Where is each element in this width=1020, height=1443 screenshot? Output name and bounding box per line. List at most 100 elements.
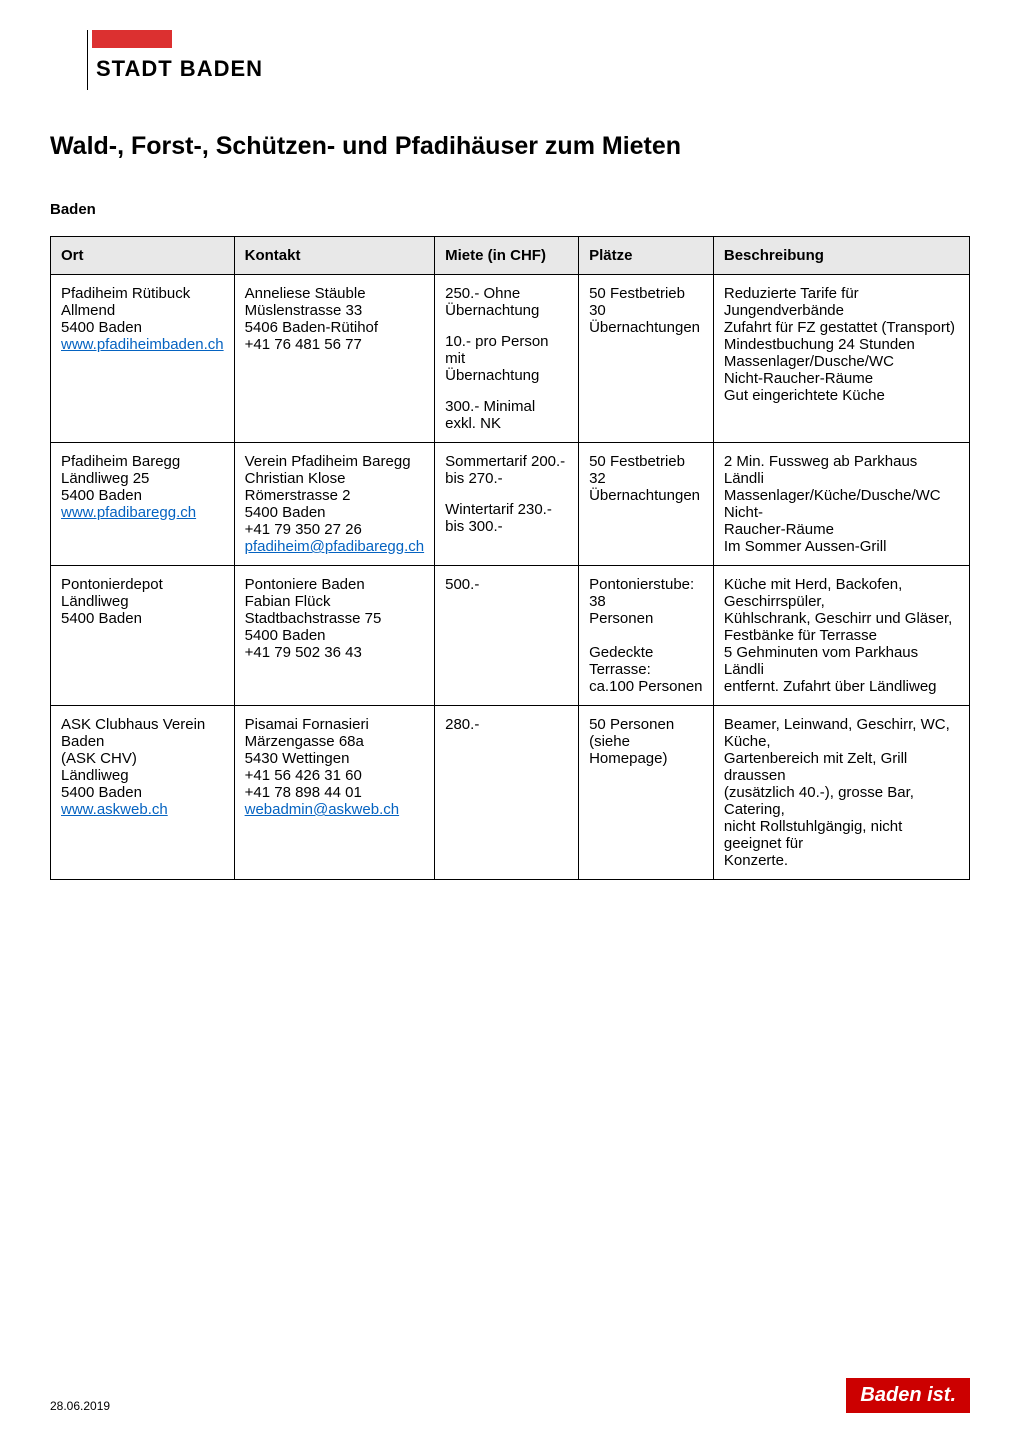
cell-ort: ASK Clubhaus Verein Baden (ASK CHV) Länd… (51, 706, 235, 880)
text: Raucher-Räume (724, 521, 959, 538)
cell-kontakt: Pisamai Fornasieri Märzengasse 68a 5430 … (234, 706, 435, 880)
text: Personen (589, 610, 703, 627)
text: Allmend (61, 302, 224, 319)
text: Nicht-Raucher-Räume (724, 370, 959, 387)
text (589, 627, 703, 644)
footer: 28.06.2019 Baden ist. (50, 1378, 970, 1413)
cell-ort: Pontonierdepot Ländliweg 5400 Baden (51, 566, 235, 706)
cell-kontakt: Anneliese Stäuble Müslenstrasse 33 5406 … (234, 275, 435, 443)
text: +41 79 502 36 43 (245, 644, 425, 661)
text: +41 78 898 44 01 (245, 784, 425, 801)
text: Übernachtung (445, 367, 568, 384)
text: (zusätzlich 40.-), grosse Bar, Catering, (724, 784, 959, 818)
text: Zufahrt für FZ gestattet (Transport) (724, 319, 959, 336)
text: 10.- pro Person mit (445, 333, 568, 367)
text: Massenlager/Dusche/WC (724, 353, 959, 370)
cell-plaetze: 50 Personen (siehe Homepage) (579, 706, 714, 880)
cell-plaetze: Pontonierstube: 38 Personen Gedeckte Ter… (579, 566, 714, 706)
header-logo: STADT BADEN (50, 30, 970, 82)
cell-beschreibung: 2 Min. Fussweg ab Parkhaus Ländli Massen… (713, 443, 969, 566)
text: Pontonierstube: 38 (589, 576, 703, 610)
text: Sommertarif 200.- bis 270.- (445, 453, 568, 487)
website-link[interactable]: www.pfadiheimbaden.ch (61, 336, 224, 353)
text: Gartenbereich mit Zelt, Grill draussen (724, 750, 959, 784)
footer-logo: Baden ist. (846, 1378, 970, 1413)
text: Wintertarif 230.- bis 300.- (445, 501, 568, 535)
text: Pontoniere Baden (245, 576, 425, 593)
header-ort: Ort (51, 237, 235, 275)
header-kontakt: Kontakt (234, 237, 435, 275)
cell-miete: 250.- Ohne Übernachtung 10.- pro Person … (435, 275, 579, 443)
text: Kühlschrank, Geschirr und Gläser, (724, 610, 959, 627)
text: 500.- (445, 576, 568, 593)
rental-table: Ort Kontakt Miete (in CHF) Plätze Beschr… (50, 236, 970, 880)
text: ca.100 Personen (589, 678, 703, 695)
text: ASK Clubhaus Verein Baden (61, 716, 224, 750)
website-link[interactable]: www.askweb.ch (61, 801, 224, 818)
text: Märzengasse 68a (245, 733, 425, 750)
text: Ländliweg 25 (61, 470, 224, 487)
email-link[interactable]: webadmin@askweb.ch (245, 801, 425, 818)
table-row: Pfadiheim Baregg Ländliweg 25 5400 Baden… (51, 443, 970, 566)
logo-divider (87, 30, 88, 90)
email-link[interactable]: pfadiheim@pfadibaregg.ch (245, 538, 425, 555)
cell-miete: 500.- (435, 566, 579, 706)
text: Pfadiheim Rütibuck (61, 285, 224, 302)
text: 5406 Baden-Rütihof (245, 319, 425, 336)
text: entfernt. Zufahrt über Ländliweg (724, 678, 959, 695)
logo-text: STADT BADEN (96, 56, 970, 82)
text: Anneliese Stäuble (245, 285, 425, 302)
text: Fabian Flück (245, 593, 425, 610)
text: 5400 Baden (245, 627, 425, 644)
text: 50 Festbetrieb (589, 285, 703, 302)
table-header-row: Ort Kontakt Miete (in CHF) Plätze Beschr… (51, 237, 970, 275)
text: Müslenstrasse 33 (245, 302, 425, 319)
table-row: Pontonierdepot Ländliweg 5400 Baden Pont… (51, 566, 970, 706)
text: Römerstrasse 2 (245, 487, 425, 504)
text: Gut eingerichtete Küche (724, 387, 959, 404)
text: 5400 Baden (61, 610, 224, 627)
text: Verein Pfadiheim Baregg (245, 453, 425, 470)
text: Beamer, Leinwand, Geschirr, WC, Küche, (724, 716, 959, 750)
text: 300.- Minimal exkl. NK (445, 398, 568, 432)
text: Homepage) (589, 750, 703, 767)
text: 5 Gehminuten vom Parkhaus Ländli (724, 644, 959, 678)
cell-kontakt: Verein Pfadiheim Baregg Christian Klose … (234, 443, 435, 566)
text: Reduzierte Tarife für Jungendverbände (724, 285, 959, 319)
text: Pontonierdepot (61, 576, 224, 593)
text: +41 79 350 27 26 (245, 521, 425, 538)
text: 5400 Baden (61, 487, 224, 504)
cell-beschreibung: Reduzierte Tarife für Jungendverbände Zu… (713, 275, 969, 443)
section-label: Baden (50, 201, 970, 218)
text: 32 Übernachtungen (589, 470, 703, 504)
text: Massenlager/Küche/Dusche/WC Nicht- (724, 487, 959, 521)
text: Festbänke für Terrasse (724, 627, 959, 644)
page-title: Wald-, Forst-, Schützen- und Pfadihäuser… (50, 132, 970, 161)
logo-bar (92, 30, 172, 48)
cell-plaetze: 50 Festbetrieb 30 Übernachtungen (579, 275, 714, 443)
cell-miete: 280.- (435, 706, 579, 880)
text: 2 Min. Fussweg ab Parkhaus Ländli (724, 453, 959, 487)
header-plaetze: Plätze (579, 237, 714, 275)
text: 250.- Ohne Übernachtung (445, 285, 568, 319)
text: 50 Personen (siehe (589, 716, 703, 750)
website-link[interactable]: www.pfadibaregg.ch (61, 504, 224, 521)
text: 5430 Wettingen (245, 750, 425, 767)
text: +41 76 481 56 77 (245, 336, 425, 353)
cell-miete: Sommertarif 200.- bis 270.- Wintertarif … (435, 443, 579, 566)
text: Im Sommer Aussen-Grill (724, 538, 959, 555)
text: 30 Übernachtungen (589, 302, 703, 336)
text: Stadtbachstrasse 75 (245, 610, 425, 627)
text: Pfadiheim Baregg (61, 453, 224, 470)
cell-ort: Pfadiheim Baregg Ländliweg 25 5400 Baden… (51, 443, 235, 566)
header-miete: Miete (in CHF) (435, 237, 579, 275)
text: Ländliweg (61, 767, 224, 784)
text: Mindestbuchung 24 Stunden (724, 336, 959, 353)
text: 5400 Baden (61, 319, 224, 336)
text: Gedeckte Terrasse: (589, 644, 703, 678)
footer-date: 28.06.2019 (50, 1399, 110, 1413)
text: Ländliweg (61, 593, 224, 610)
table-row: ASK Clubhaus Verein Baden (ASK CHV) Länd… (51, 706, 970, 880)
header-beschreibung: Beschreibung (713, 237, 969, 275)
text: 50 Festbetrieb (589, 453, 703, 470)
